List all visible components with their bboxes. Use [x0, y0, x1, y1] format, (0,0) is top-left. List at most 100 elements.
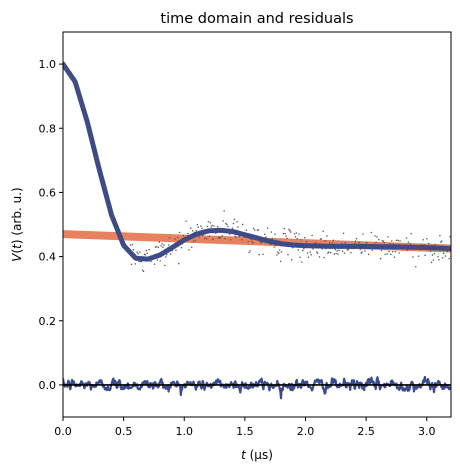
data-point	[212, 238, 214, 240]
data-point	[109, 208, 111, 210]
data-point	[359, 248, 361, 251]
data-point	[331, 242, 334, 244]
data-point	[68, 72, 71, 75]
data-point	[113, 216, 115, 218]
data-point	[156, 259, 159, 261]
data-point	[343, 252, 346, 254]
data-point	[442, 252, 445, 254]
data-point	[173, 243, 175, 246]
data-point	[155, 245, 158, 248]
data-point	[203, 237, 206, 240]
data-point	[404, 246, 407, 248]
data-point	[380, 249, 383, 252]
data-point	[145, 249, 148, 252]
data-point	[285, 235, 287, 237]
data-point	[137, 253, 139, 255]
x-tick-label: 2.5	[357, 425, 375, 438]
data-point	[80, 103, 83, 106]
data-point	[229, 238, 232, 241]
data-point	[236, 220, 238, 223]
data-point	[349, 244, 351, 247]
data-point	[134, 263, 136, 265]
data-point	[165, 256, 167, 258]
data-point	[197, 226, 199, 229]
data-point	[203, 230, 205, 232]
data-point	[277, 251, 279, 253]
data-point	[426, 237, 428, 240]
data-point	[90, 135, 93, 137]
data-point	[187, 232, 189, 235]
data-point	[405, 237, 408, 239]
x-tick-label: 3.0	[418, 425, 436, 438]
data-point	[266, 227, 269, 229]
data-point	[290, 231, 292, 233]
data-point	[95, 157, 98, 160]
data-point	[88, 129, 90, 131]
data-point	[115, 222, 118, 225]
data-point	[97, 161, 99, 164]
data-point	[211, 224, 213, 227]
data-point	[159, 260, 161, 262]
data-point	[323, 256, 325, 259]
data-point	[403, 245, 405, 248]
data-point	[292, 243, 295, 245]
data-point	[298, 233, 300, 235]
data-point	[379, 257, 382, 260]
data-point	[430, 261, 433, 264]
data-point	[106, 198, 109, 200]
data-point	[320, 238, 323, 240]
data-point	[225, 222, 227, 225]
data-point	[397, 239, 399, 242]
data-point	[299, 256, 301, 258]
data-point	[313, 246, 315, 248]
data-point	[169, 253, 172, 255]
data-point	[447, 246, 449, 248]
data-point	[208, 235, 211, 237]
data-point	[251, 240, 253, 243]
data-point	[179, 239, 182, 242]
data-point	[146, 252, 149, 255]
data-point	[127, 248, 129, 250]
data-point	[150, 260, 152, 263]
data-point	[198, 236, 200, 238]
data-point	[98, 170, 100, 173]
data-point	[339, 247, 341, 249]
data-point	[350, 251, 352, 254]
y-tick-label: 0.6	[39, 186, 57, 199]
data-point	[90, 138, 92, 140]
data-point	[210, 226, 212, 228]
data-point	[288, 228, 290, 231]
x-axis: 0.0 0.5 1.0 1.5 2.0 2.5 3.0	[54, 417, 436, 438]
data-point	[437, 256, 439, 258]
data-point	[213, 225, 215, 227]
data-point	[353, 247, 355, 250]
data-point	[353, 242, 356, 245]
data-point	[77, 90, 80, 92]
residual-line	[63, 375, 451, 400]
data-point	[423, 243, 425, 246]
data-point	[265, 236, 267, 238]
data-point	[338, 249, 340, 252]
data-point	[257, 229, 260, 231]
data-point	[199, 230, 201, 233]
data-point	[160, 245, 162, 247]
data-point	[245, 229, 248, 231]
data-point	[104, 194, 107, 197]
data-point	[77, 88, 79, 91]
data-point	[282, 232, 285, 235]
data-point	[422, 238, 424, 241]
data-point	[301, 261, 303, 263]
data-point	[85, 121, 87, 123]
data-point	[232, 222, 235, 225]
data-point	[175, 249, 177, 251]
y-tick-label: 0.0	[39, 379, 57, 392]
data-point	[73, 81, 75, 83]
data-point	[363, 247, 365, 249]
data-point	[243, 236, 246, 238]
data-point	[275, 244, 277, 247]
data-point	[253, 227, 255, 230]
data-point	[311, 234, 313, 237]
data-point	[141, 269, 144, 271]
chart-title: time domain and residuals	[160, 11, 353, 27]
y-axis: 0.0 0.2 0.4 0.6 0.8 1.0	[39, 58, 63, 392]
